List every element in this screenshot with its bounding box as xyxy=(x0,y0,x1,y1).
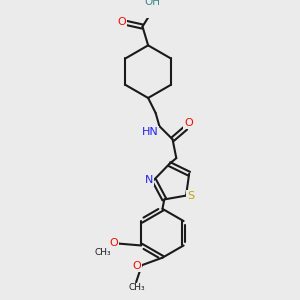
Text: O: O xyxy=(117,17,126,27)
Text: O: O xyxy=(110,238,118,248)
Text: S: S xyxy=(187,190,194,201)
Text: OH: OH xyxy=(145,0,161,7)
Text: O: O xyxy=(184,118,193,128)
Text: HN: HN xyxy=(142,127,158,137)
Text: CH₃: CH₃ xyxy=(129,283,146,292)
Text: O: O xyxy=(133,261,141,271)
Text: CH₃: CH₃ xyxy=(94,248,111,256)
Text: N: N xyxy=(145,175,153,185)
